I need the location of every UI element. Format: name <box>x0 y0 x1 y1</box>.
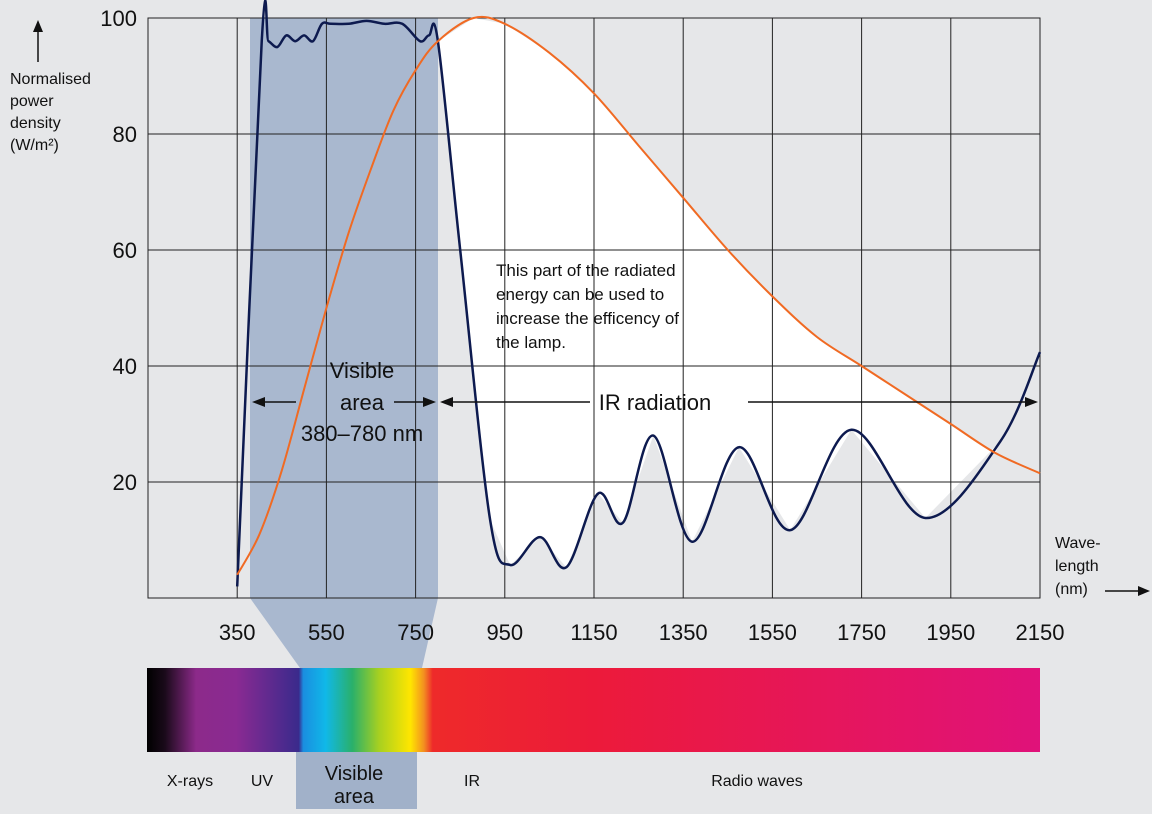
series-line <box>235 0 1042 587</box>
spectrum-bar <box>147 668 1040 752</box>
x-tick-label: 1350 <box>659 620 708 645</box>
x-label-line: Wave- <box>1055 535 1101 552</box>
spectrum-label: UV <box>251 773 274 790</box>
spectrum-label: X-rays <box>167 773 213 790</box>
y-axis-label: Normalised power density (W/m²) <box>10 71 91 154</box>
spectrum-label: area <box>334 786 375 808</box>
y-label-line: (W/m²) <box>10 137 59 154</box>
annotation: IR radiation <box>599 390 712 415</box>
x-tick-label: 1750 <box>837 620 886 645</box>
x-label-line: (nm) <box>1055 581 1088 598</box>
y-arrow <box>33 20 43 62</box>
y-tick-label: 20 <box>113 470 137 495</box>
x-tick-label: 1550 <box>748 620 797 645</box>
y-label-line: density <box>10 115 61 132</box>
x-tick-label: 2150 <box>1016 620 1065 645</box>
series-line <box>236 15 1041 576</box>
annotation: This part of the radiated <box>496 261 676 280</box>
annotation: the lamp. <box>496 333 566 352</box>
arrow-head <box>423 397 436 407</box>
y-label-line: Normalised <box>10 71 91 88</box>
y-label-line: power <box>10 93 54 110</box>
x-arrow <box>1105 586 1150 596</box>
annotation: 380–780 nm <box>301 421 423 446</box>
spectrum-label: Visible <box>325 763 384 785</box>
annotation: Visible <box>330 358 394 383</box>
x-axis-label: Wave- length (nm) <box>1055 535 1101 598</box>
y-tick-label: 80 <box>113 122 137 147</box>
annotation: increase the efficency of <box>496 309 679 328</box>
arrow-head <box>252 397 265 407</box>
x-tick-label: 950 <box>486 620 523 645</box>
x-tick-label: 350 <box>219 620 256 645</box>
spectrum-labels: X-rays UV Visible area IR Radio waves <box>167 763 803 808</box>
arrow-head <box>440 397 453 407</box>
x-tick-label: 750 <box>397 620 434 645</box>
x-tick-label: 550 <box>308 620 345 645</box>
visible-label-box <box>296 752 417 809</box>
x-tick-label: 1950 <box>926 620 975 645</box>
visible-band <box>250 18 438 668</box>
background-layer <box>250 18 438 668</box>
annotation: area <box>340 390 385 415</box>
highlight-region <box>437 18 1001 568</box>
x-label-line: length <box>1055 558 1099 575</box>
y-tick-label: 60 <box>113 238 137 263</box>
plot-frame <box>147 17 1041 599</box>
x-tick-label: 1150 <box>570 620 617 645</box>
spectrum-label: Radio waves <box>711 773 803 790</box>
plot: 20 40 60 80 100 350 550 750 950 1150 1350 1550 1750 1… <box>100 0 1065 645</box>
arrow-head <box>1025 397 1038 407</box>
y-tick-label: 40 <box>113 354 137 379</box>
annotation: energy can be used to <box>496 285 664 304</box>
y-tick-label: 100 <box>100 6 137 31</box>
spectrum-label: IR <box>464 773 480 790</box>
